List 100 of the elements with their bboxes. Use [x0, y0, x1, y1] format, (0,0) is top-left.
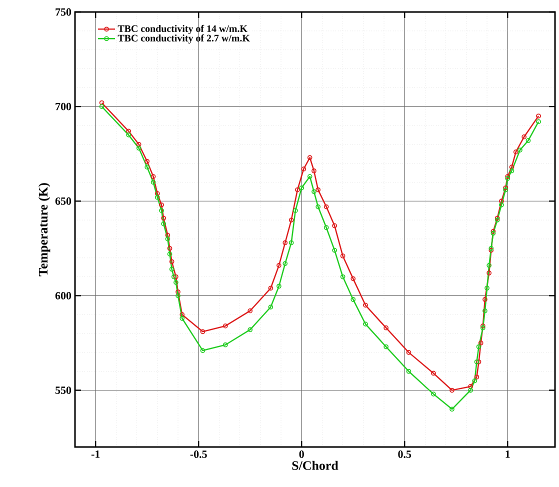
point	[144, 158, 150, 164]
point	[450, 406, 454, 412]
point	[154, 194, 160, 200]
y-tick-label: 600	[55, 292, 72, 300]
point	[180, 316, 185, 321]
point	[468, 384, 473, 389]
x-tick-label: 0	[299, 450, 304, 458]
point	[526, 138, 531, 144]
point	[340, 274, 346, 280]
point	[150, 174, 156, 179]
point	[307, 174, 312, 179]
point	[222, 342, 228, 348]
point	[476, 344, 482, 350]
point	[518, 148, 522, 153]
y-tick-label: 550	[55, 386, 72, 394]
point	[161, 216, 166, 221]
point	[176, 289, 180, 294]
point	[167, 246, 172, 251]
point	[174, 274, 178, 280]
point	[171, 274, 176, 280]
point	[276, 262, 282, 268]
point	[499, 202, 504, 208]
point	[406, 350, 412, 355]
point	[482, 297, 488, 302]
point	[248, 308, 253, 314]
point	[312, 168, 316, 174]
point	[472, 378, 478, 384]
point	[176, 293, 180, 298]
point	[144, 164, 150, 170]
point	[384, 344, 389, 350]
point	[350, 297, 356, 302]
x-tick-label: 0.5	[398, 450, 412, 458]
point	[499, 198, 504, 204]
point	[513, 150, 518, 154]
point	[159, 202, 164, 208]
point	[288, 218, 294, 222]
point	[159, 208, 164, 214]
point	[363, 302, 368, 308]
point	[161, 221, 166, 226]
point	[200, 329, 206, 334]
point	[126, 128, 132, 134]
point	[384, 325, 389, 330]
point	[222, 324, 228, 328]
legend-label: TBC conductivity of 2.7 w/m.K	[118, 34, 250, 44]
point	[136, 142, 142, 147]
point	[509, 164, 514, 170]
point	[307, 155, 312, 160]
y-tick-label: 650	[55, 197, 72, 205]
point	[136, 146, 142, 151]
point	[316, 187, 321, 192]
point	[288, 240, 294, 246]
point	[316, 204, 321, 210]
point	[482, 308, 488, 314]
point	[169, 266, 174, 272]
point	[340, 254, 346, 258]
point	[406, 368, 412, 374]
point	[282, 240, 288, 246]
point	[126, 132, 132, 138]
point	[292, 208, 298, 214]
y-axis-title: Temperature (K)	[38, 183, 50, 276]
point	[312, 189, 316, 194]
point	[282, 261, 288, 266]
point	[276, 284, 282, 289]
x-axis-title: S/Chord	[292, 460, 338, 470]
point	[174, 280, 178, 285]
x-tick-label: -1	[91, 450, 100, 458]
point	[522, 134, 527, 140]
point	[484, 286, 490, 291]
point	[486, 270, 492, 276]
legend-label: TBC conductivity of 14 w/m.K	[118, 24, 248, 34]
point	[450, 388, 454, 393]
point	[324, 225, 329, 230]
point	[468, 388, 473, 393]
point	[167, 252, 172, 257]
point	[332, 248, 338, 253]
point	[509, 168, 514, 174]
point	[150, 180, 156, 185]
point	[431, 370, 436, 376]
point	[268, 304, 274, 310]
point	[200, 348, 206, 353]
point	[474, 374, 480, 380]
y-tick-label: 750	[56, 8, 72, 16]
point	[350, 276, 356, 282]
x-tick-label: 1	[506, 450, 510, 458]
point	[248, 327, 253, 332]
x-tick-label: -0.5	[190, 450, 207, 458]
point	[431, 392, 436, 396]
point	[169, 259, 174, 264]
point	[180, 312, 185, 318]
point	[299, 185, 304, 190]
point	[295, 187, 300, 192]
point	[165, 236, 170, 242]
point	[268, 286, 274, 291]
point	[324, 204, 329, 210]
y-tick-label: 700	[56, 102, 72, 110]
point	[332, 223, 338, 228]
point	[165, 232, 170, 238]
point	[486, 262, 492, 268]
point	[478, 340, 484, 346]
point	[154, 191, 160, 196]
